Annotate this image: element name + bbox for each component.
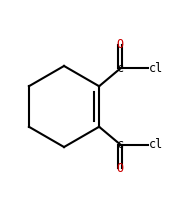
Text: cl: cl bbox=[149, 138, 163, 151]
Text: O: O bbox=[117, 162, 124, 175]
Text: O: O bbox=[117, 38, 124, 51]
Text: c: c bbox=[117, 138, 124, 151]
Text: c: c bbox=[117, 62, 124, 75]
Text: cl: cl bbox=[149, 62, 163, 75]
